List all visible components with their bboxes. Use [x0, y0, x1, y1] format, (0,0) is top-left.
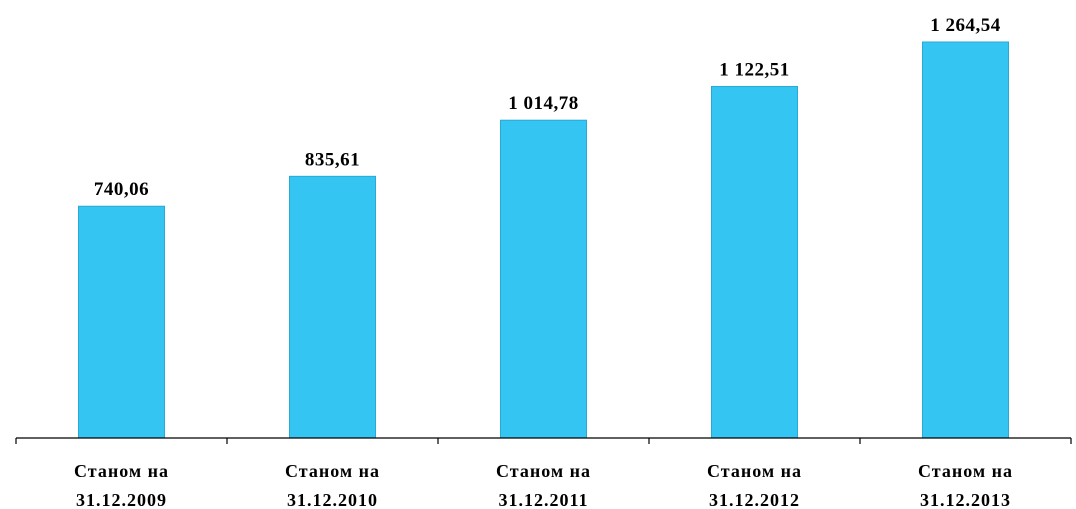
data-label-1: 740,06	[94, 179, 149, 200]
x-tick-label-5-line-1: Станом на	[918, 461, 1013, 481]
bar-4	[711, 85, 798, 439]
x-axis	[15, 437, 1072, 444]
x-tick-label-3-line-2: 31.12.2011	[498, 490, 588, 509]
bar-2	[289, 175, 376, 439]
x-tick-label-3-line-1: Станом на	[496, 461, 591, 481]
data-label-5: 1 264,54	[930, 15, 1001, 36]
data-label-4: 1 122,51	[719, 59, 790, 80]
x-tick-label-2-line-1: Станом на	[285, 461, 380, 481]
bars-layer	[78, 41, 1009, 439]
data-label-2: 835,61	[305, 149, 360, 170]
bar-3	[500, 119, 587, 439]
bar-1	[78, 205, 165, 439]
x-tick-label-2-line-2: 31.12.2010	[287, 490, 378, 509]
labels-layer: 740,06 Станом на 31.12.2009 835,61 Станом на…	[74, 15, 1013, 509]
x-tick-label-4-line-1: Станом на	[707, 461, 802, 481]
x-tick-label-1-line-1: Станом на	[74, 461, 169, 481]
x-tick-label-4-line-2: 31.12.2012	[709, 490, 800, 509]
bar-5	[922, 41, 1009, 439]
data-label-3: 1 014,78	[508, 93, 579, 114]
x-tick-label-1-line-2: 31.12.2009	[76, 490, 167, 509]
x-tick-label-5-line-2: 31.12.2013	[920, 490, 1011, 509]
